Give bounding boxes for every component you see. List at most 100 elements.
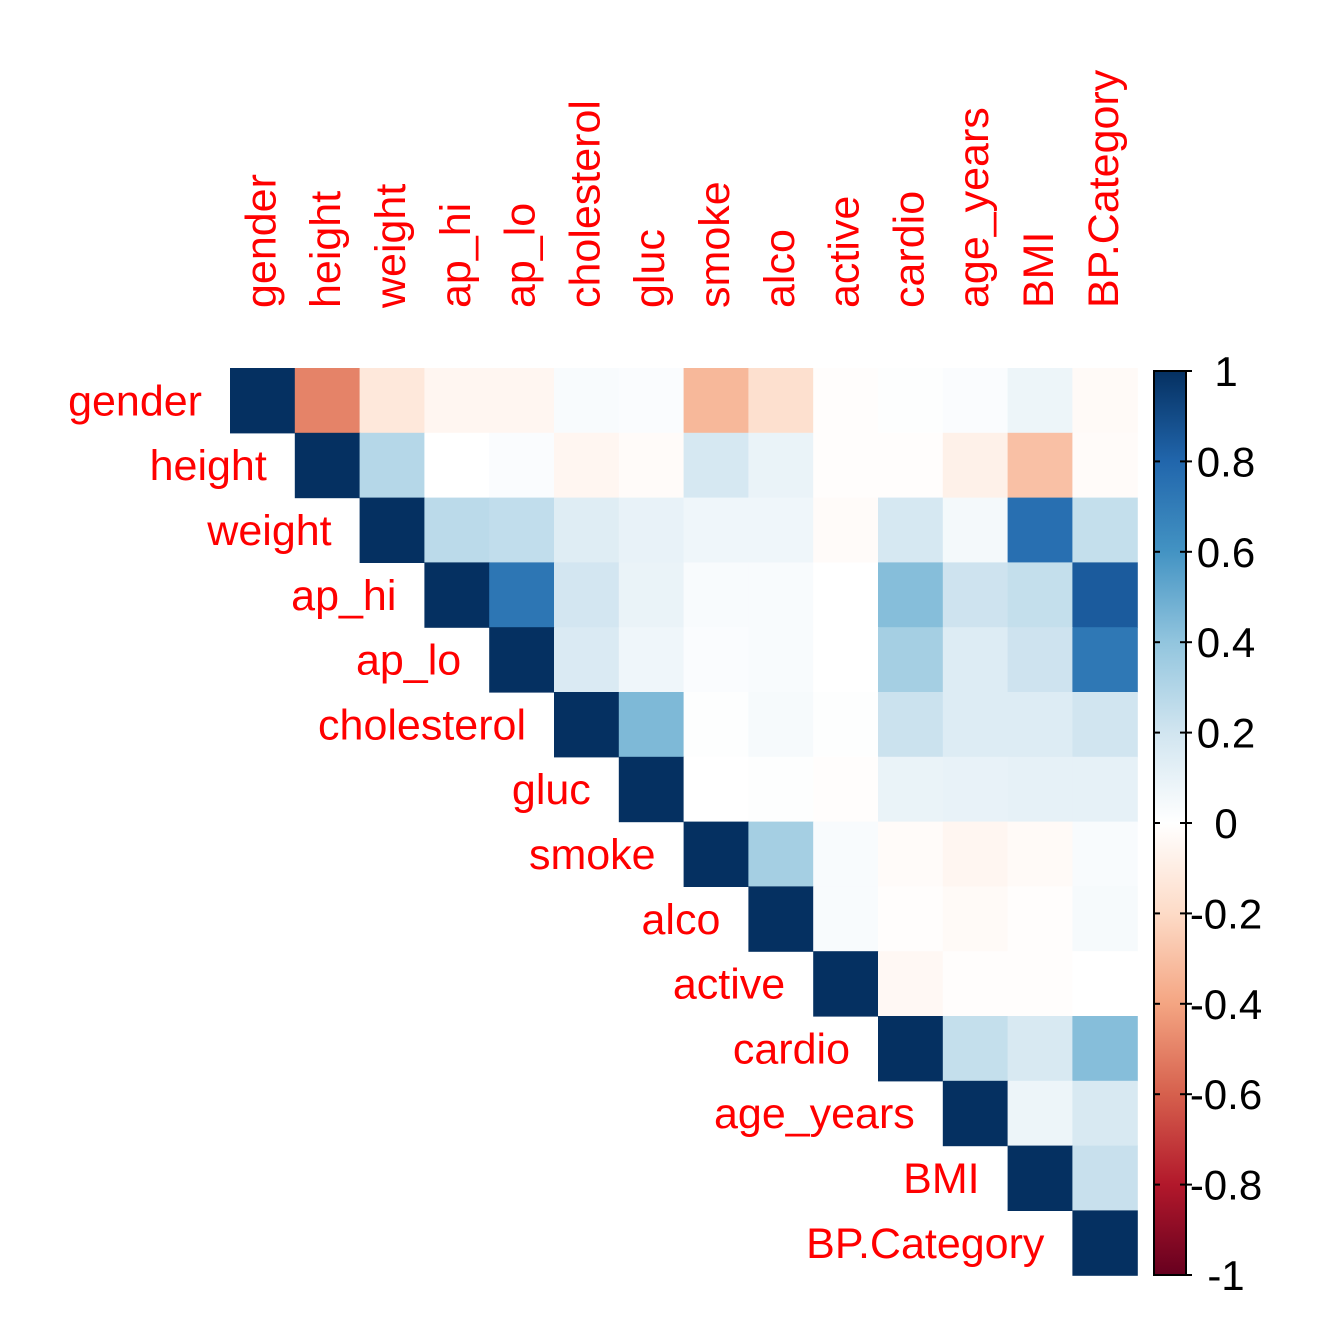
cell-age-years-bp-category (1072, 1080, 1138, 1147)
cell-gender-height (294, 368, 361, 434)
cell-gender-active (813, 368, 879, 434)
col-label-cardio: cardio (885, 191, 933, 308)
heatmap-cells (230, 368, 1138, 1276)
cell-gluc-smoke (683, 756, 749, 823)
cell-cholesterol-age-years (942, 692, 1009, 758)
cell-ap-lo-bmi (1007, 627, 1073, 693)
cell-height-bmi (1007, 432, 1073, 499)
cell-height-active (813, 432, 879, 499)
cell-gluc-alco (748, 756, 814, 823)
row-label-weight: weight (206, 507, 331, 555)
cell-cholesterol-smoke (683, 692, 749, 758)
cell-weight-smoke (683, 497, 749, 563)
cell-gender-bp-category (1072, 368, 1138, 434)
cell-gender-ap-lo (489, 368, 555, 434)
cell-gluc-bp-category (1072, 756, 1138, 823)
row-label-age-years: age_years (714, 1090, 915, 1138)
cell-cardio-cardio (878, 1016, 944, 1082)
row-label-ap-lo: ap_lo (356, 637, 461, 685)
cell-gluc-age-years (942, 756, 1009, 823)
cell-height-alco (748, 432, 814, 499)
col-label-weight: weight (367, 184, 415, 309)
cell-weight-bp-category (1072, 497, 1138, 563)
cell-ap-lo-cardio (878, 627, 944, 693)
cell-cardio-bmi (1007, 1016, 1073, 1082)
cell-gluc-bmi (1007, 756, 1073, 823)
col-label-ap-hi: ap_hi (432, 203, 480, 308)
cell-cholesterol-cholesterol (554, 692, 620, 758)
cell-height-gluc (618, 432, 685, 499)
row-label-active: active (673, 961, 785, 1009)
cell-cardio-age-years (942, 1016, 1009, 1082)
cell-ap-lo-age-years (942, 627, 1009, 693)
cell-ap-hi-ap-hi (424, 562, 490, 628)
cell-cardio-bp-category (1072, 1016, 1138, 1082)
cell-alco-bp-category (1072, 886, 1138, 952)
cell-ap-hi-age-years (942, 562, 1009, 628)
colorbar-tick-label: 0.6 (1197, 529, 1255, 576)
cell-weight-alco (748, 497, 814, 563)
cell-cholesterol-alco (748, 692, 814, 758)
cell-gender-cardio (878, 368, 944, 434)
cell-height-cholesterol (554, 432, 620, 499)
cell-weight-active (813, 497, 879, 563)
colorbar-tick-label: -0.6 (1190, 1071, 1262, 1118)
cell-smoke-age-years (942, 821, 1009, 887)
cell-weight-cardio (878, 497, 944, 563)
cell-height-cardio (878, 432, 944, 499)
cell-gender-weight (359, 368, 425, 434)
cell-cholesterol-cardio (878, 692, 944, 758)
column-labels: gender height weight ap_hi ap_lo cholesterol g… (237, 69, 1127, 309)
col-label-age-years: age_years (950, 107, 998, 308)
row-label-gender: gender (68, 377, 202, 425)
cell-ap-hi-smoke (683, 562, 749, 628)
cell-ap-lo-cholesterol (554, 627, 620, 693)
cell-active-bmi (1007, 951, 1073, 1017)
cell-ap-hi-gluc (618, 562, 685, 628)
cell-ap-lo-ap-lo (489, 627, 555, 693)
colorbar-tick-label: 0 (1214, 800, 1237, 847)
cell-alco-alco (748, 886, 814, 952)
colorbar-tick-label: -0.8 (1190, 1162, 1262, 1209)
cell-ap-hi-bp-category (1072, 562, 1138, 628)
cell-bp-category-bp-category (1072, 1210, 1138, 1276)
cell-ap-hi-cholesterol (554, 562, 620, 628)
colorbar-tick-label: -1 (1207, 1252, 1244, 1299)
cell-age-years-age-years (942, 1080, 1009, 1147)
row-label-smoke: smoke (529, 831, 656, 879)
row-label-bp-category: BP.Category (806, 1220, 1045, 1268)
cell-ap-hi-alco (748, 562, 814, 628)
cell-weight-age-years (942, 497, 1009, 563)
cell-smoke-bp-category (1072, 821, 1138, 887)
col-label-alco: alco (756, 229, 804, 308)
cell-height-ap-lo (489, 432, 555, 499)
cell-age-years-bmi (1007, 1080, 1073, 1147)
colorbar-tick-label: 1 (1214, 348, 1237, 395)
colorbar-ticks: 1 0.8 0.6 0.4 0.2 0 -0.2 -0.4 -0.6 -0.8 -1 (1154, 348, 1262, 1299)
cell-gender-age-years (942, 368, 1009, 434)
cell-cholesterol-bmi (1007, 692, 1073, 758)
col-label-cholesterol: cholesterol (561, 100, 609, 308)
row-label-alco: alco (642, 896, 721, 944)
colorbar-tick-label: -0.4 (1190, 981, 1262, 1028)
row-label-bmi: BMI (903, 1155, 979, 1203)
cell-alco-cardio (878, 886, 944, 952)
cell-weight-bmi (1007, 497, 1073, 563)
cell-ap-lo-alco (748, 627, 814, 693)
col-label-gender: gender (237, 174, 285, 308)
cell-gender-gluc (618, 368, 685, 434)
cell-weight-ap-lo (489, 497, 555, 563)
cell-gluc-cardio (878, 756, 944, 823)
cell-active-bp-category (1072, 951, 1138, 1017)
col-label-height: height (302, 191, 350, 308)
cell-ap-lo-active (813, 627, 879, 693)
cell-gluc-active (813, 756, 879, 823)
cell-ap-hi-active (813, 562, 879, 628)
cell-height-age-years (942, 432, 1009, 499)
cell-smoke-active (813, 821, 879, 887)
cell-active-cardio (878, 951, 944, 1017)
cell-smoke-cardio (878, 821, 944, 887)
row-labels: gender height weight ap_hi ap_lo cholesterol g… (68, 377, 1045, 1267)
cell-gluc-gluc (618, 756, 685, 823)
